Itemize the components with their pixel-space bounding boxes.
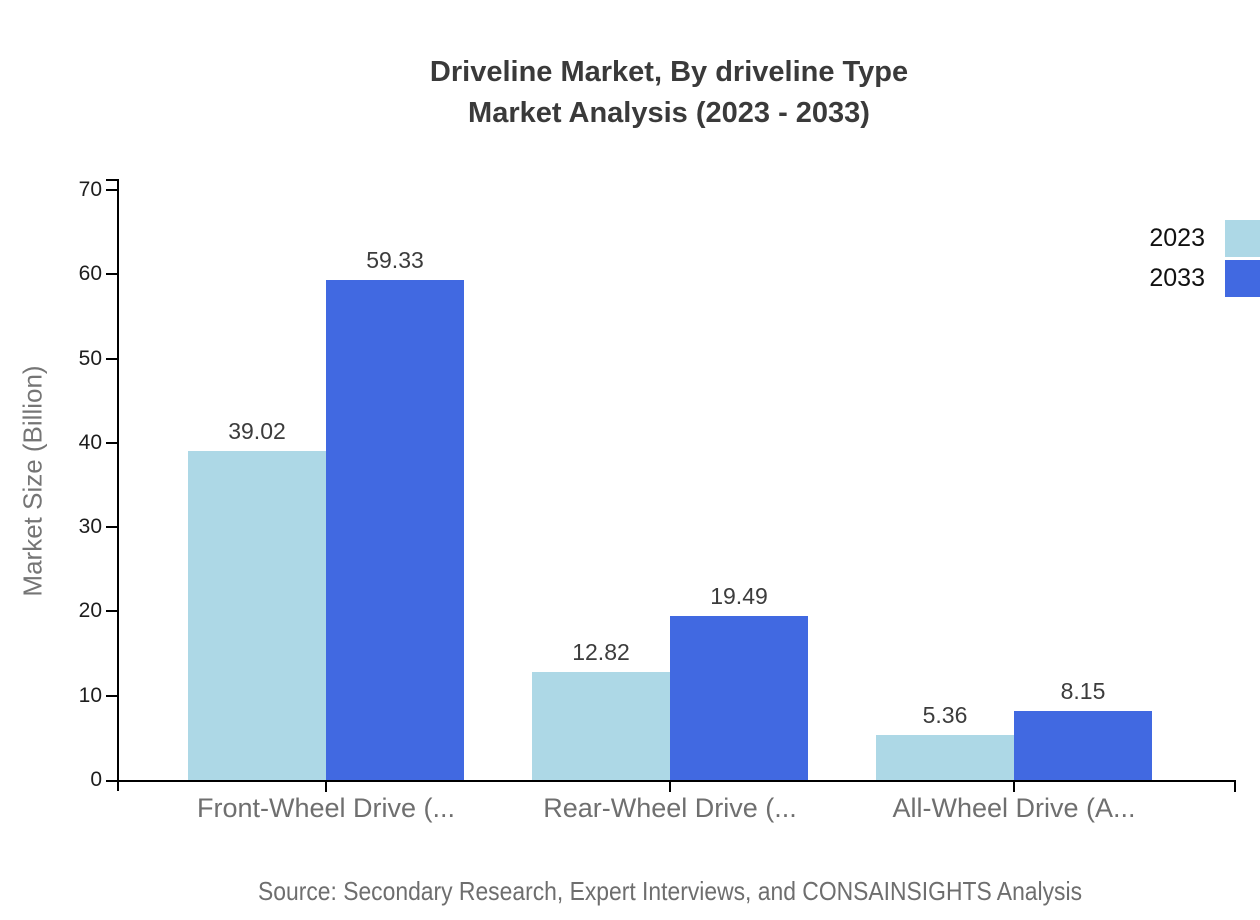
y-tick — [106, 189, 119, 191]
category-label-1: Rear-Wheel Drive (... — [543, 793, 797, 823]
category-label-2: All-Wheel Drive (A... — [892, 793, 1136, 823]
legend-swatch-2033 — [1225, 260, 1260, 297]
y-axis-outer-tick — [106, 179, 119, 181]
value-label-2033-0: 59.33 — [366, 246, 424, 273]
y-axis-line — [117, 179, 119, 791]
y-tick-label: 40 — [78, 430, 102, 454]
bar-2023-2 — [876, 734, 1014, 780]
chart-title: Driveline Market, By driveline Type Mark… — [430, 52, 908, 134]
y-tick-label: 70 — [78, 178, 102, 201]
y-tick-label: 0 — [90, 768, 102, 791]
y-tick-label: 20 — [78, 599, 102, 623]
legend-label-2033: 2033 — [1149, 264, 1205, 292]
value-label-2023-1: 12.82 — [572, 638, 630, 665]
y-tick-label: 60 — [78, 262, 102, 286]
chart-title-line-1: Driveline Market, By driveline Type — [429, 56, 909, 88]
bar-2033-0 — [326, 279, 464, 780]
chart-title-line-2: Market Analysis (2023 - 2033) — [468, 97, 870, 129]
bar-2033-1 — [670, 615, 808, 780]
legend-label-2023: 2023 — [1149, 224, 1205, 252]
value-label-2033-2: 8.15 — [1060, 678, 1106, 705]
x-tick — [1013, 780, 1015, 792]
bar-2023-0 — [188, 451, 326, 780]
value-label-2033-1: 19.49 — [710, 582, 768, 609]
y-tick-label: 10 — [78, 683, 102, 707]
y-tick — [106, 610, 119, 613]
value-label-2023-0: 39.02 — [228, 418, 286, 445]
source-note: Source: Secondary Research, Expert Inter… — [257, 876, 1083, 906]
x-axis-line — [106, 780, 1236, 782]
y-tick — [106, 694, 119, 697]
y-tick-label: 50 — [78, 346, 102, 370]
bar-2023-1 — [532, 671, 670, 780]
x-axis-outer-tick — [1234, 780, 1236, 792]
y-tick — [106, 357, 119, 360]
y-tick — [106, 441, 119, 444]
category-label-0: Front-Wheel Drive (... — [196, 793, 456, 823]
y-tick-label: 30 — [78, 515, 102, 539]
y-tick — [106, 273, 119, 276]
legend-swatch-2023 — [1225, 220, 1260, 257]
y-tick — [106, 526, 119, 529]
bar-2033-2 — [1014, 711, 1152, 780]
x-tick — [669, 780, 671, 792]
value-label-2023-2: 5.36 — [922, 701, 968, 728]
x-tick — [325, 780, 327, 792]
